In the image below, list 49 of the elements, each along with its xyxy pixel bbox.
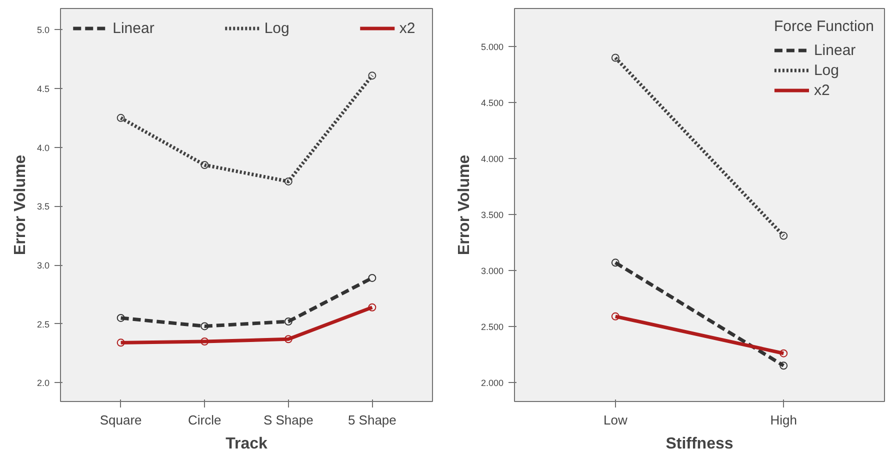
legend-label: Log xyxy=(814,62,839,78)
y-tick-label: 3.000 xyxy=(480,266,504,276)
legend-label: Linear xyxy=(112,20,154,36)
x-tick-label: 5 Shape xyxy=(348,412,396,428)
x-tick-label: Square xyxy=(100,412,142,428)
x-tick-label: Low xyxy=(603,412,628,428)
y-tick-label: 2.5 xyxy=(36,319,50,330)
point xyxy=(116,114,125,122)
point xyxy=(200,322,209,330)
x-axis-title: Stiffness xyxy=(666,436,734,452)
legend-title: Force Function xyxy=(774,18,874,35)
point xyxy=(116,314,125,322)
point xyxy=(368,303,376,312)
y-tick-label: 2.0 xyxy=(36,378,50,388)
y-tick-label: 4.5 xyxy=(36,84,50,94)
y-tick-label: 3.0 xyxy=(36,260,50,271)
legend-label: x2 xyxy=(814,82,831,98)
y-axis-title: Error Volume xyxy=(12,154,29,256)
y-tick-label: 2.500 xyxy=(480,322,504,332)
point xyxy=(611,312,620,320)
point xyxy=(116,338,125,347)
y-tick-label: 5.000 xyxy=(480,42,504,52)
y-tick-label: 3.5 xyxy=(36,202,50,212)
point xyxy=(611,54,620,62)
x-tick-label: S Shape xyxy=(263,412,314,428)
point xyxy=(368,72,376,80)
y-axis-title: Error Volume xyxy=(456,154,473,256)
point xyxy=(284,335,292,344)
legend-label: Log xyxy=(264,20,290,36)
point xyxy=(780,232,788,240)
y-tick-label: 4.0 xyxy=(36,142,50,153)
point xyxy=(780,349,788,358)
point xyxy=(284,317,292,326)
x-tick-label: Circle xyxy=(188,412,222,428)
legend-label: x2 xyxy=(399,20,416,36)
point xyxy=(200,338,209,346)
y-tick-label: 4.500 xyxy=(480,98,504,108)
point xyxy=(200,161,209,169)
y-tick-label: 2.000 xyxy=(480,378,504,388)
point xyxy=(780,362,788,370)
y-tick-label: 3.500 xyxy=(480,210,504,220)
point xyxy=(611,258,620,267)
point xyxy=(284,177,292,186)
x-tick-label: High xyxy=(770,412,797,428)
y-tick-label: 4.000 xyxy=(480,154,504,164)
y-tick-label: 5.0 xyxy=(36,25,50,36)
point xyxy=(368,274,376,282)
x-axis-title: Track xyxy=(226,436,268,452)
legend-label: Linear xyxy=(814,42,856,58)
